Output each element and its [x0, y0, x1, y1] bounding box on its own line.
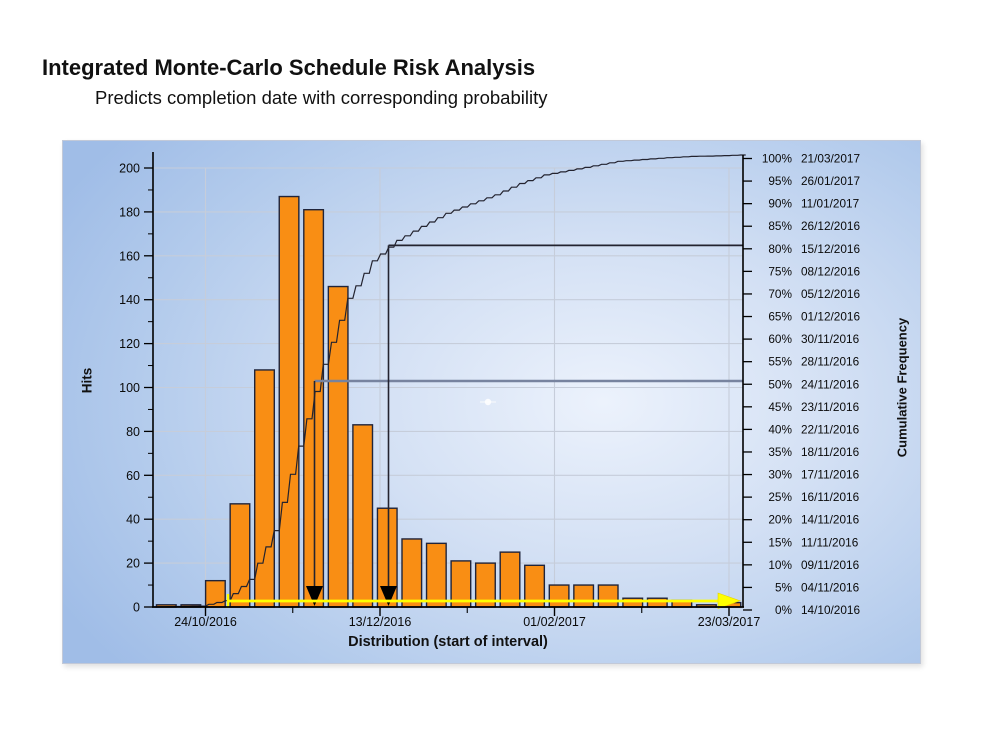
hits-tick-label: 160	[119, 249, 140, 263]
hits-tick-label: 20	[126, 557, 140, 571]
cumulative-date-label: 14/10/2016	[801, 603, 860, 617]
histogram-bar	[352, 424, 374, 608]
cumulative-date-label: 16/11/2016	[801, 490, 860, 504]
cumulative-pct-label: 20%	[768, 513, 792, 527]
histogram-bar	[622, 597, 644, 608]
cumulative-pct-label: 35%	[768, 445, 792, 459]
cumulative-date-label: 05/12/2016	[801, 287, 860, 301]
cumulative-date-label: 18/11/2016	[801, 445, 860, 459]
cumulative-date-label: 11/01/2017	[801, 197, 859, 211]
cumulative-date-label: 26/12/2016	[801, 219, 860, 233]
histogram-bar	[253, 369, 275, 608]
date-tick-label: 13/12/2016	[349, 615, 412, 629]
hits-tick-label: 80	[126, 425, 140, 439]
hits-tick-label: 60	[126, 469, 140, 483]
cumulative-pct-label: 25%	[768, 490, 792, 504]
cumulative-pct-label: 15%	[768, 535, 792, 549]
cumulative-date-label: 09/11/2016	[801, 558, 860, 572]
histogram-bar	[548, 584, 570, 608]
page-title: Integrated Monte-Carlo Schedule Risk Ana…	[42, 55, 536, 80]
hits-tick-label: 200	[119, 162, 140, 176]
cumulative-pct-label: 70%	[768, 287, 792, 301]
yellow-arrowhead	[717, 592, 741, 610]
cumulative-date-label: 26/01/2017	[801, 174, 860, 188]
hits-tick-label: 140	[119, 293, 140, 307]
date-tick-label: 24/10/2016	[174, 615, 237, 629]
cumulative-pct-label: 100%	[762, 152, 793, 166]
p50-arrowhead	[306, 586, 323, 606]
histogram-bar	[499, 551, 521, 608]
page-subtitle: Predicts completion date with correspond…	[95, 87, 548, 108]
hits-tick-label: 40	[126, 513, 140, 527]
cumulative-date-label: 28/11/2016	[801, 355, 860, 369]
cumulative-pct-label: 40%	[768, 422, 792, 436]
histogram-bar	[425, 542, 447, 608]
cumulative-pct-label: 65%	[768, 310, 792, 324]
hits-tick-label: 180	[119, 205, 140, 219]
cumulative-date-label: 23/11/2016	[801, 400, 860, 414]
cumulative-date-label: 14/11/2016	[801, 513, 860, 527]
cumulative-pct-label: 5%	[775, 580, 793, 594]
cumulative-date-label: 24/11/2016	[801, 377, 860, 391]
hits-tick-label: 120	[119, 337, 140, 351]
cumulative-curve	[153, 154, 746, 608]
cumulative-pct-label: 75%	[768, 264, 792, 278]
cumulative-pct-label: 50%	[768, 377, 792, 391]
cumulative-date-label: 15/12/2016	[801, 242, 860, 256]
cumulative-pct-label: 95%	[768, 174, 792, 188]
cumulative-date-label: 01/12/2016	[801, 310, 860, 324]
cumulative-pct-label: 10%	[768, 558, 792, 572]
cumulative-pct-label: 60%	[768, 332, 792, 346]
cumulative-pct-label: 30%	[768, 468, 792, 482]
histogram-bar	[573, 584, 595, 608]
histogram-bar	[401, 538, 423, 608]
cumulative-pct-label: 90%	[768, 197, 792, 211]
date-tick-label: 01/02/2017	[523, 615, 586, 629]
p80-arrowhead	[380, 586, 397, 606]
cumulative-pct-label: 0%	[775, 603, 793, 617]
cumulative-frequency-axis-title: Cumulative Frequency	[894, 317, 910, 458]
histogram-bar	[597, 584, 619, 608]
cumulative-pct-label: 45%	[768, 400, 792, 414]
cumulative-date-label: 21/03/2017	[801, 152, 860, 166]
cumulative-date-label: 08/12/2016	[801, 264, 860, 278]
cumulative-pct-label: 55%	[768, 355, 792, 369]
hits-tick-label: 0	[133, 601, 140, 615]
cumulative-date-label: 30/11/2016	[801, 332, 860, 346]
cumulative-date-label: 17/11/2016	[801, 468, 860, 482]
cumulative-date-label: 04/11/2016	[801, 580, 860, 594]
date-tick-label: 23/03/2017	[698, 615, 761, 629]
histogram-bar	[278, 195, 300, 608]
x-axis-title: Distribution (start of interval)	[348, 634, 548, 650]
cumulative-pct-label: 80%	[768, 242, 792, 256]
hits-tick-label: 100	[119, 381, 140, 395]
histogram-bar	[646, 597, 668, 608]
hits-axis-title: Hits	[79, 367, 95, 394]
cumulative-date-label: 11/11/2016	[801, 535, 859, 549]
histogram-bar	[229, 503, 251, 608]
cumulative-date-label: 22/11/2016	[801, 422, 860, 436]
cumulative-pct-label: 85%	[768, 219, 792, 233]
